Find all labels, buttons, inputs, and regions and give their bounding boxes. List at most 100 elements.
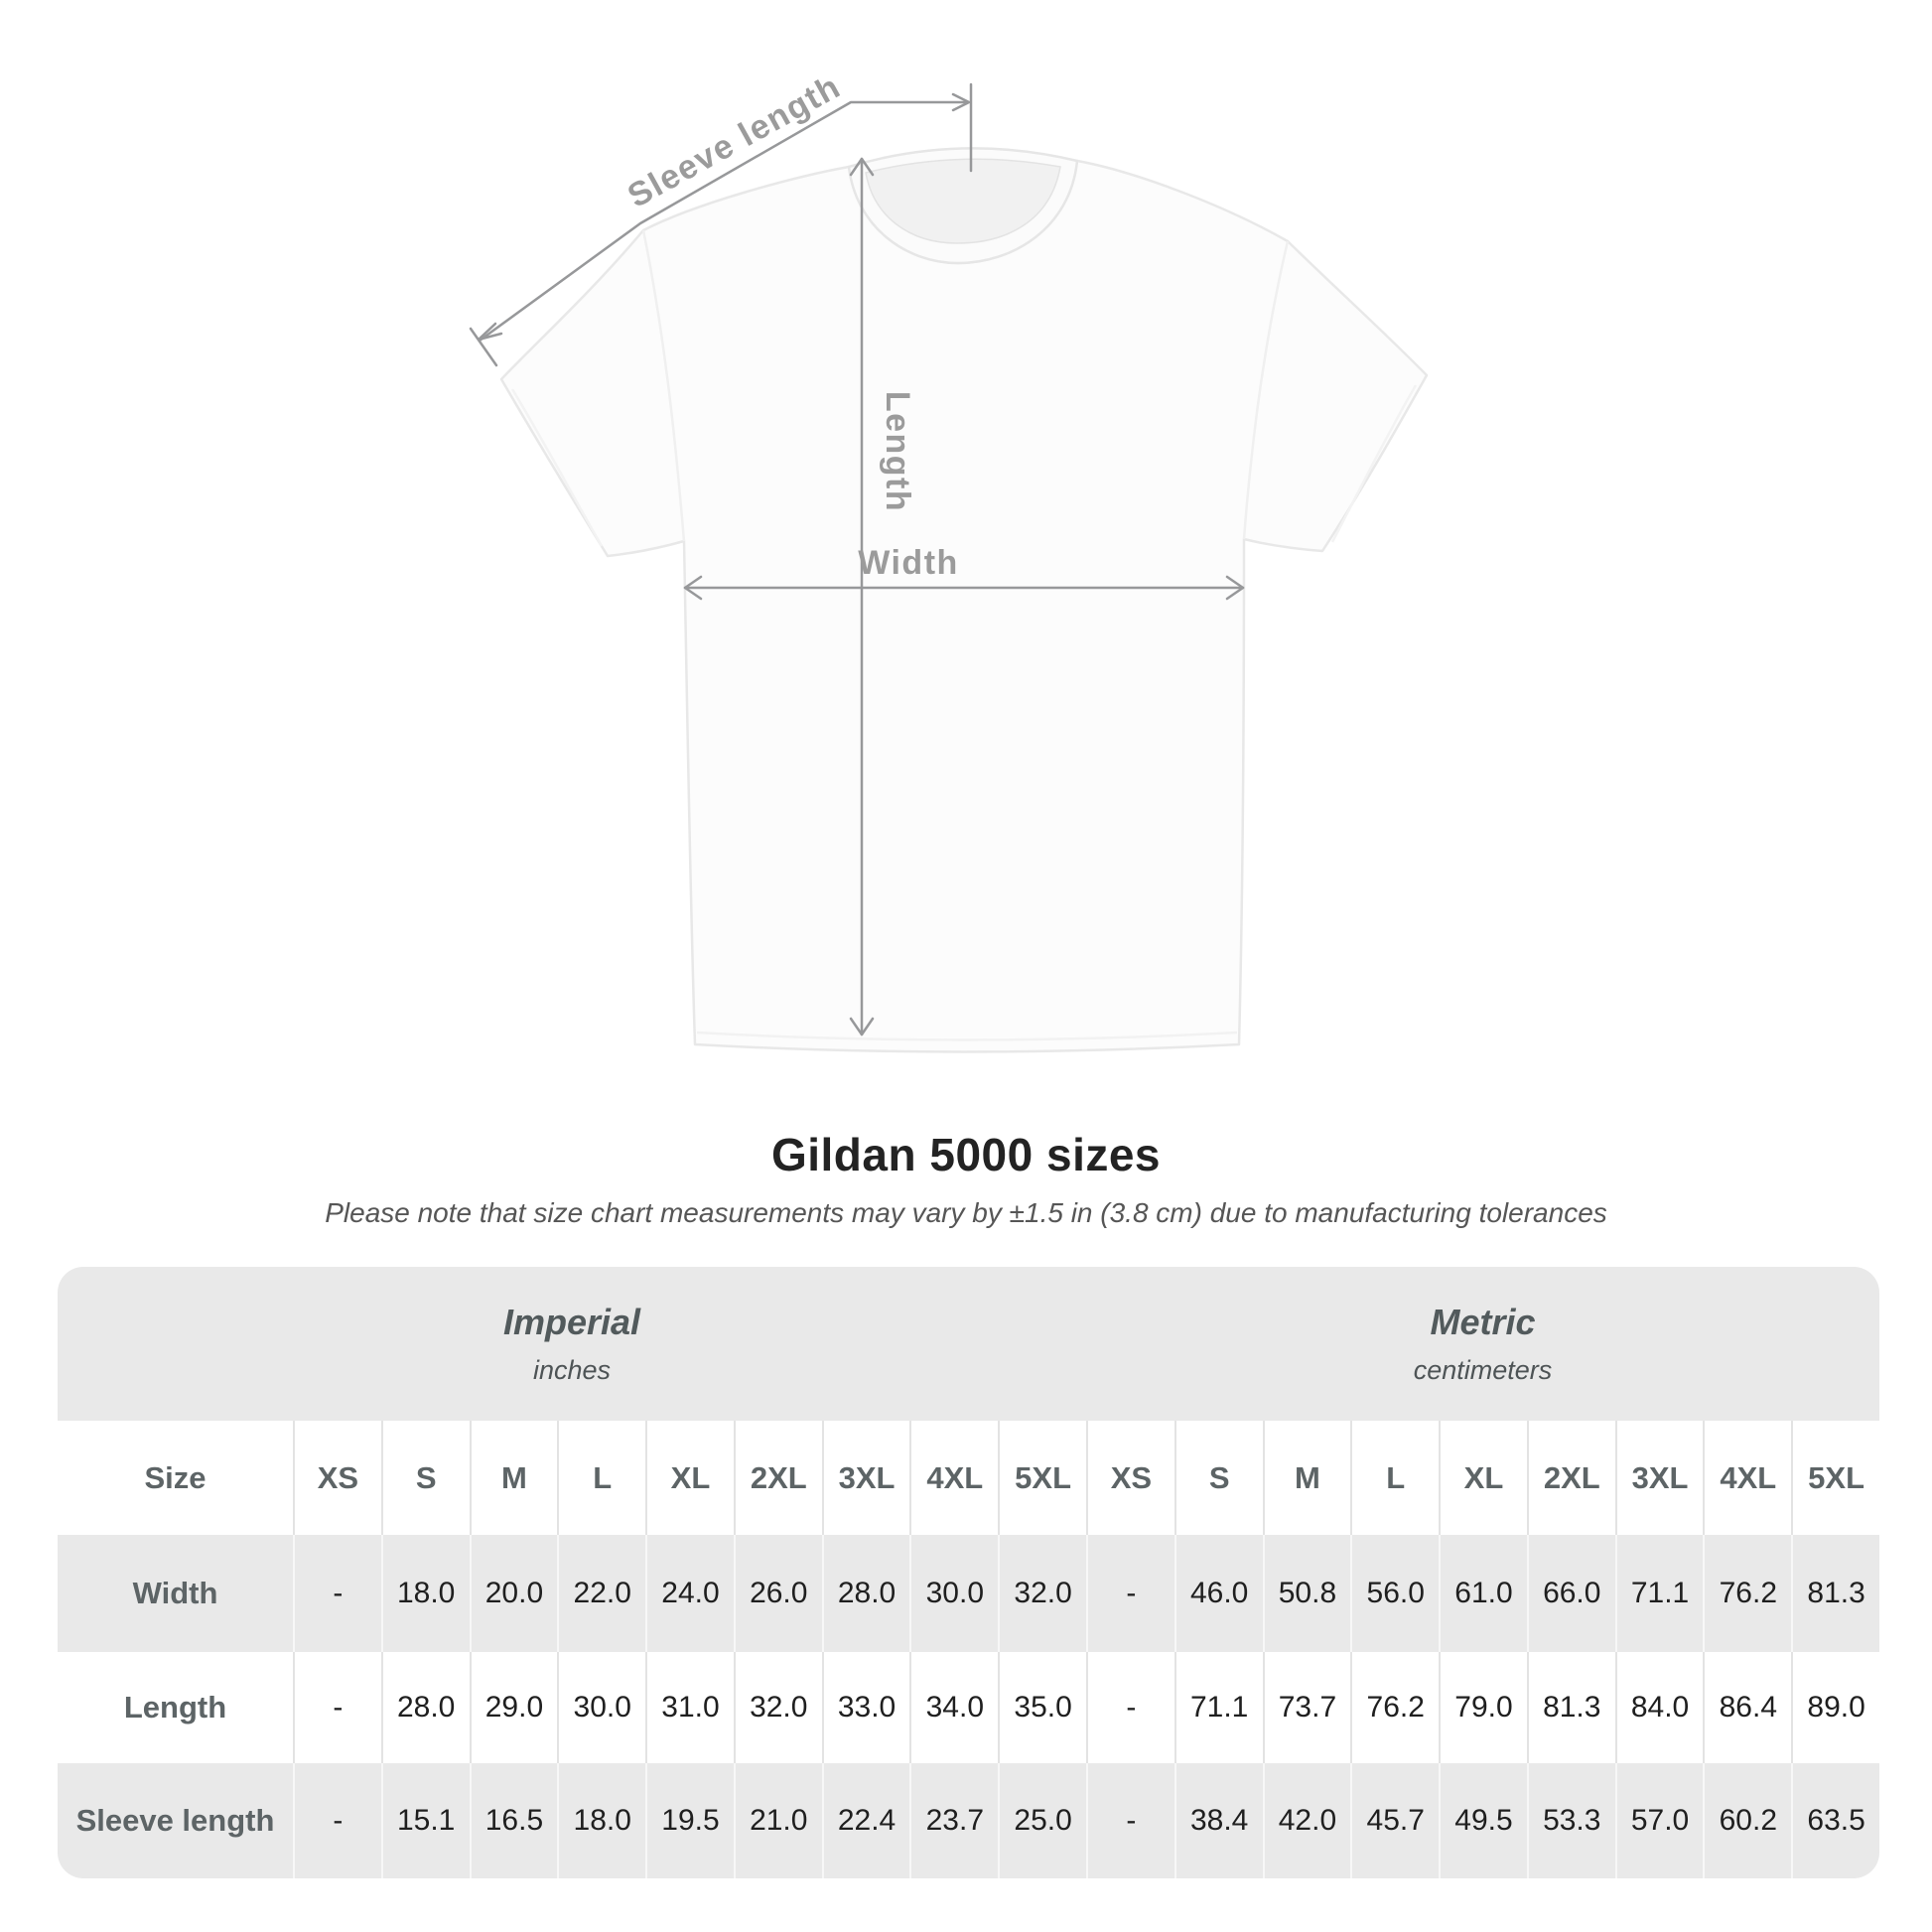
- length-metric-3xl: 84.0: [1614, 1652, 1704, 1763]
- length-metric-5xl: 89.0: [1791, 1652, 1879, 1763]
- size-col-metric-3xl: 3XL: [1614, 1421, 1704, 1535]
- length-metric-s: 71.1: [1173, 1652, 1263, 1763]
- width-metric-5xl: 81.3: [1791, 1535, 1879, 1652]
- right-sleeve-hem: [1330, 384, 1418, 543]
- sleeve-metric-m: 42.0: [1262, 1763, 1351, 1878]
- size-header: Size: [144, 1459, 207, 1495]
- length-metric-4xl: 86.4: [1703, 1652, 1791, 1763]
- size-col-imperial-5xl: 5XL: [998, 1421, 1086, 1535]
- width-imperial-5xl: 32.0: [998, 1535, 1086, 1652]
- length-imperial-xl: 31.0: [645, 1652, 734, 1763]
- size-col-imperial-3xl: 3XL: [821, 1421, 910, 1535]
- sleeve-imperial-s: 15.1: [380, 1763, 470, 1878]
- length-imperial-xs: -: [293, 1652, 381, 1763]
- page-title: Gildan 5000 sizes: [770, 1129, 1162, 1180]
- size-table: Imperial inches Metric centimeters Size …: [58, 1267, 1879, 1878]
- size-col-metric-xl: XL: [1439, 1421, 1527, 1535]
- size-col-metric-2xl: 2XL: [1526, 1421, 1615, 1535]
- size-col-imperial-2xl: 2XL: [733, 1421, 822, 1535]
- width-imperial-3xl: 28.0: [821, 1535, 910, 1652]
- length-metric-xs: -: [1086, 1652, 1174, 1763]
- size-col-imperial-xl: XL: [645, 1421, 734, 1535]
- size-col-imperial-xs: XS: [293, 1421, 381, 1535]
- length-imperial-2xl: 32.0: [733, 1652, 822, 1763]
- sleeve-metric-xs: -: [1086, 1763, 1174, 1878]
- sleeve-metric-xl: 49.5: [1439, 1763, 1527, 1878]
- page-subtitle: Please note that size chart measurements…: [325, 1197, 1607, 1228]
- sleeve-metric-5xl: 63.5: [1791, 1763, 1879, 1878]
- size-col-metric-xs: XS: [1086, 1421, 1174, 1535]
- sleeve-imperial-2xl: 21.0: [733, 1763, 822, 1878]
- length-imperial-m: 29.0: [469, 1652, 558, 1763]
- sleeve-imperial-3xl: 22.4: [821, 1763, 910, 1878]
- sleeve-imperial-m: 16.5: [469, 1763, 558, 1878]
- width-metric-xs: -: [1086, 1535, 1174, 1652]
- width-metric-4xl: 76.2: [1703, 1535, 1791, 1652]
- size-col-imperial-4xl: 4XL: [909, 1421, 998, 1535]
- collar-opening: [865, 158, 1061, 244]
- length-row: Length - 28.0 29.0 30.0 31.0 32.0 33.0 3…: [58, 1652, 1879, 1763]
- sleeve-imperial-5xl: 25.0: [998, 1763, 1086, 1878]
- imperial-group-header: Imperial inches: [58, 1267, 1086, 1421]
- length-imperial-4xl: 34.0: [909, 1652, 998, 1763]
- unit-group-header-row: Imperial inches Metric centimeters: [58, 1267, 1879, 1421]
- sleeve-metric-l: 45.7: [1350, 1763, 1439, 1878]
- width-row: Width - 18.0 20.0 22.0 24.0 26.0 28.0 30…: [58, 1535, 1879, 1652]
- tshirt-measurement-diagram: Sleeve length Length Width: [469, 68, 1429, 1053]
- width-dimension: [683, 575, 1245, 601]
- width-imperial-2xl: 26.0: [733, 1535, 822, 1652]
- length-label: Length: [879, 391, 916, 512]
- sleeve-length-dimension: [469, 82, 973, 367]
- right-sleeve-seam: [1242, 240, 1290, 540]
- length-imperial-3xl: 33.0: [821, 1652, 910, 1763]
- width-imperial-m: 20.0: [469, 1535, 558, 1652]
- length-metric-2xl: 81.3: [1526, 1652, 1615, 1763]
- length-metric-l: 76.2: [1350, 1652, 1439, 1763]
- sleeve-imperial-xl: 19.5: [645, 1763, 734, 1878]
- width-row-label: Width: [132, 1576, 218, 1610]
- length-imperial-5xl: 35.0: [998, 1652, 1086, 1763]
- width-imperial-xl: 24.0: [645, 1535, 734, 1652]
- width-label: Width: [858, 544, 959, 582]
- width-imperial-l: 22.0: [557, 1535, 645, 1652]
- sleeve-metric-4xl: 60.2: [1703, 1763, 1791, 1878]
- width-metric-s: 46.0: [1173, 1535, 1263, 1652]
- left-sleeve-hem: [510, 388, 604, 547]
- length-imperial-s: 28.0: [380, 1652, 470, 1763]
- width-metric-l: 56.0: [1350, 1535, 1439, 1652]
- sleeve-imperial-xs: -: [293, 1763, 381, 1878]
- width-imperial-4xl: 30.0: [909, 1535, 998, 1652]
- sleeve-row-label: Sleeve length: [75, 1803, 275, 1838]
- sleeve-metric-s: 38.4: [1173, 1763, 1263, 1878]
- length-imperial-l: 30.0: [557, 1652, 645, 1763]
- metric-group-header: Metric centimeters: [1086, 1267, 1879, 1421]
- width-metric-xl: 61.0: [1439, 1535, 1527, 1652]
- width-metric-2xl: 66.0: [1526, 1535, 1615, 1652]
- width-imperial-xs: -: [293, 1535, 381, 1652]
- metric-unit: centimeters: [1413, 1355, 1553, 1385]
- sleeve-imperial-l: 18.0: [557, 1763, 645, 1878]
- size-col-metric-s: S: [1173, 1421, 1263, 1535]
- metric-label: Metric: [1430, 1302, 1536, 1342]
- length-dimension: [849, 157, 875, 1036]
- imperial-label: Imperial: [502, 1302, 641, 1342]
- size-col-metric-5xl: 5XL: [1791, 1421, 1879, 1535]
- sleeve-imperial-4xl: 23.7: [909, 1763, 998, 1878]
- size-col-metric-m: M: [1262, 1421, 1351, 1535]
- size-header-row: Size XS S M L XL 2XL 3XL 4XL 5XL XS S M …: [58, 1421, 1879, 1535]
- width-imperial-s: 18.0: [380, 1535, 470, 1652]
- tshirt-body: [499, 159, 1429, 1053]
- size-col-imperial-m: M: [469, 1421, 558, 1535]
- length-row-label: Length: [123, 1690, 227, 1725]
- imperial-unit: inches: [532, 1355, 612, 1385]
- left-sleeve-seam: [641, 229, 686, 542]
- sleeve-length-row: Sleeve length - 15.1 16.5 18.0 19.5 21.0…: [58, 1763, 1879, 1878]
- size-col-imperial-l: L: [557, 1421, 645, 1535]
- size-col-metric-l: L: [1350, 1421, 1439, 1535]
- length-metric-m: 73.7: [1262, 1652, 1351, 1763]
- width-metric-3xl: 71.1: [1614, 1535, 1704, 1652]
- sleeve-metric-3xl: 57.0: [1614, 1763, 1704, 1878]
- size-col-imperial-s: S: [380, 1421, 470, 1535]
- size-col-metric-4xl: 4XL: [1703, 1421, 1791, 1535]
- width-metric-m: 50.8: [1262, 1535, 1351, 1652]
